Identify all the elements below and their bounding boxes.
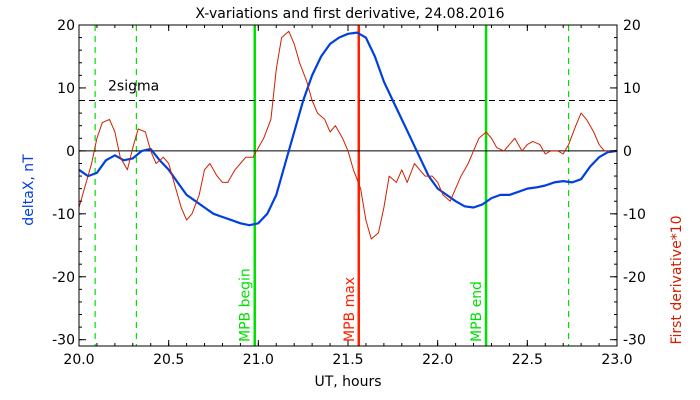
x-tick-label-0: 20.0 xyxy=(63,352,94,368)
y-tick-label-right-2: -10 xyxy=(623,207,646,223)
sigma-label: 2sigma xyxy=(108,79,159,95)
annotations: 2sigma MPB begin MPB end MPB max xyxy=(108,79,485,342)
red-marker-label-0: MPB max xyxy=(342,277,358,342)
y-axis-label-left: deltaX, nT xyxy=(21,154,37,226)
x-axis-label: UT, hours xyxy=(314,374,381,390)
deltaX-line xyxy=(78,31,618,227)
x-tick-label-4: 22.0 xyxy=(422,352,453,368)
y-tick-label-left-3: 0 xyxy=(66,144,75,160)
x-tick-label-6: 23.0 xyxy=(601,352,632,368)
derivative-line xyxy=(78,30,617,240)
y-tick-label-left-0: -30 xyxy=(52,333,75,349)
vertical-markers xyxy=(94,25,570,346)
x-tick-label-1: 20.5 xyxy=(153,352,184,368)
y-tick-label-left-4: 10 xyxy=(57,81,75,97)
chart-title: X-variations and first derivative, 24.08… xyxy=(195,6,504,22)
green-marker-label-0: MPB begin xyxy=(238,268,254,342)
x-tick-label-3: 21.5 xyxy=(332,352,363,368)
y-tick-label-left-1: -20 xyxy=(52,270,75,286)
y-tick-label-left-2: -10 xyxy=(52,207,75,223)
x-tick-label-5: 22.5 xyxy=(512,352,543,368)
y-tick-label-right-3: 0 xyxy=(623,144,632,160)
y-tick-label-left-5: 20 xyxy=(57,18,75,34)
green-marker-label-1: MPB end xyxy=(469,281,485,342)
y-tick-label-right-1: -20 xyxy=(623,270,646,286)
tick-labels: 20.0 20.5 21.0 21.5 22.0 22.5 23.0 -30 -30 -20 -20… xyxy=(52,18,646,368)
x-tick-label-2: 21.0 xyxy=(243,352,274,368)
series-lines xyxy=(78,30,618,240)
y-tick-label-right-5: 20 xyxy=(623,18,641,34)
y-axis-label-right: First derivative*10 xyxy=(669,215,685,344)
axis-ticks xyxy=(78,24,618,346)
y-tick-label-right-0: -30 xyxy=(623,333,646,349)
y-tick-label-right-4: 10 xyxy=(623,81,641,97)
